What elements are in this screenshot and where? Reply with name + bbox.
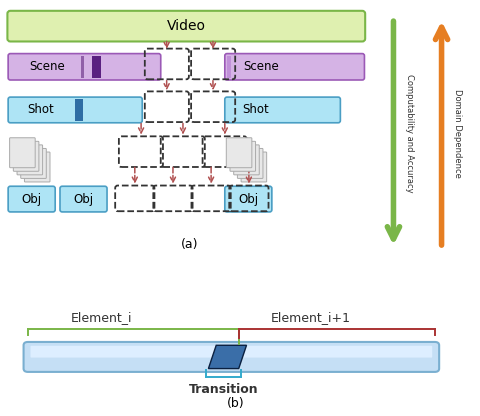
Text: Element_i+1: Element_i+1	[270, 311, 349, 324]
FancyBboxPatch shape	[24, 152, 50, 182]
FancyBboxPatch shape	[8, 54, 160, 80]
Text: Obj: Obj	[22, 193, 42, 206]
Text: Obj: Obj	[73, 193, 94, 206]
FancyBboxPatch shape	[224, 97, 340, 123]
Polygon shape	[208, 345, 246, 369]
FancyBboxPatch shape	[237, 149, 263, 178]
FancyBboxPatch shape	[8, 97, 142, 123]
FancyBboxPatch shape	[24, 342, 438, 372]
Text: Domain Dependence: Domain Dependence	[453, 89, 461, 178]
FancyBboxPatch shape	[233, 145, 259, 175]
FancyBboxPatch shape	[224, 186, 271, 212]
FancyBboxPatch shape	[224, 54, 364, 80]
FancyBboxPatch shape	[30, 346, 432, 358]
FancyBboxPatch shape	[226, 138, 252, 168]
FancyBboxPatch shape	[229, 141, 255, 171]
FancyBboxPatch shape	[60, 186, 107, 212]
FancyBboxPatch shape	[21, 149, 46, 178]
FancyBboxPatch shape	[13, 141, 39, 171]
Text: Obj: Obj	[238, 193, 258, 206]
Text: Element_i: Element_i	[71, 311, 132, 324]
FancyBboxPatch shape	[10, 138, 35, 168]
FancyArrowPatch shape	[386, 21, 399, 239]
Text: Shot: Shot	[27, 104, 54, 116]
FancyBboxPatch shape	[7, 11, 364, 42]
Text: Transition: Transition	[188, 383, 258, 396]
FancyArrowPatch shape	[434, 27, 447, 245]
Text: (b): (b)	[227, 397, 244, 410]
FancyBboxPatch shape	[17, 145, 43, 175]
Polygon shape	[92, 56, 101, 78]
Text: Scene: Scene	[29, 60, 64, 73]
Text: (a): (a)	[181, 238, 198, 251]
Text: Video: Video	[167, 19, 205, 33]
Polygon shape	[75, 99, 83, 121]
Polygon shape	[81, 56, 84, 78]
Polygon shape	[227, 56, 231, 78]
FancyBboxPatch shape	[8, 186, 55, 212]
Text: Computability and Accuracy: Computability and Accuracy	[405, 74, 413, 193]
Text: Scene: Scene	[243, 60, 279, 73]
Text: Shot: Shot	[241, 104, 268, 116]
FancyBboxPatch shape	[240, 152, 266, 182]
